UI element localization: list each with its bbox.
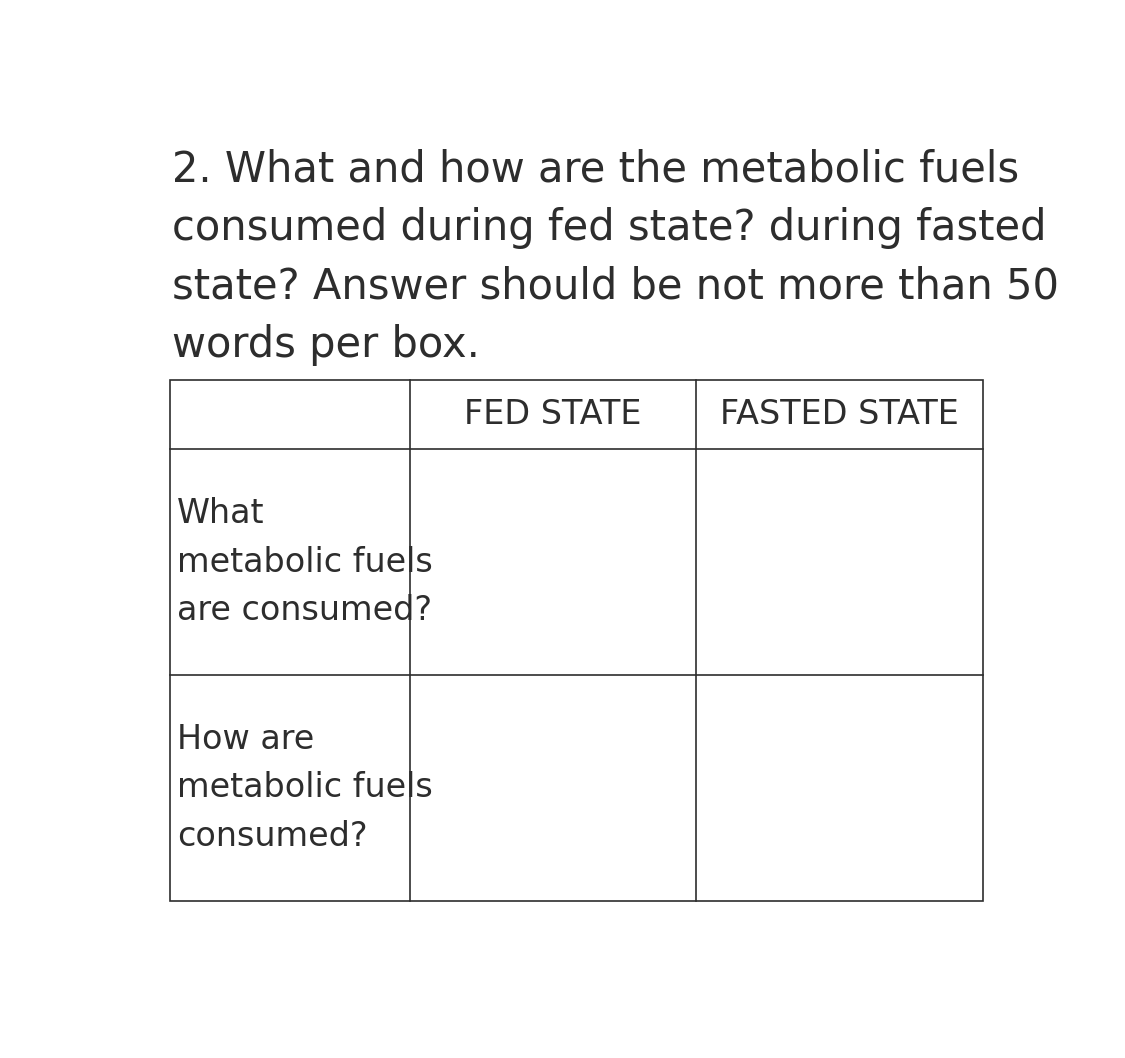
Text: 2. What and how are the metabolic fuels
consumed during fed state? during fasted: 2. What and how are the metabolic fuels … <box>172 148 1059 366</box>
Text: How are
metabolic fuels
consumed?: How are metabolic fuels consumed? <box>177 723 433 853</box>
Bar <box>170 380 983 900</box>
Text: FASTED STATE: FASTED STATE <box>720 398 958 431</box>
Text: FED STATE: FED STATE <box>465 398 641 431</box>
Text: What
metabolic fuels
are consumed?: What metabolic fuels are consumed? <box>177 497 433 627</box>
